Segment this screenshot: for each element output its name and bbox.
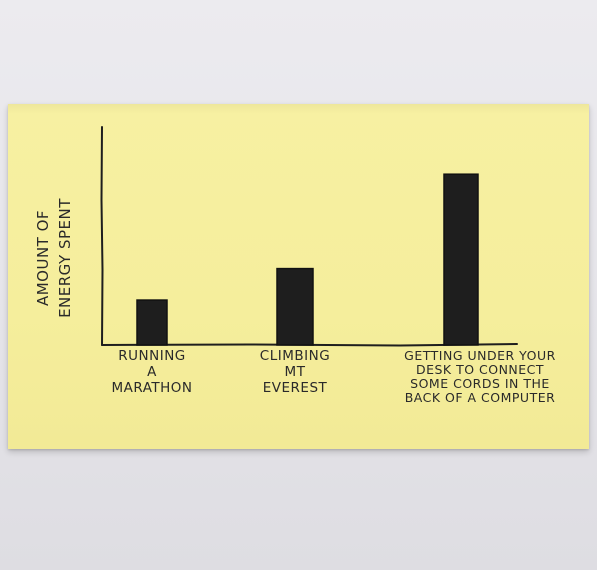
x-tick-label-line: GETTING UNDER YOUR: [404, 348, 556, 363]
x-tick-label-line: MT: [285, 364, 306, 380]
bar-2: [276, 267, 314, 346]
x-tick-label-line: BACK OF A COMPUTER: [405, 390, 556, 405]
x-tick-label-line: A: [147, 364, 157, 380]
x-tick-label-line: DESK TO CONNECT: [416, 362, 544, 377]
bar-1: [136, 299, 168, 346]
bar-3: [443, 173, 479, 346]
y-axis-label: AMOUNT OF ENERGY SPENT: [34, 198, 74, 318]
y-axis-label-line: AMOUNT OF: [34, 210, 52, 306]
x-tick-label-line: EVEREST: [263, 380, 328, 396]
bars: [136, 173, 479, 346]
x-tick-label-line: MARATHON: [111, 380, 192, 396]
y-axis-label-group: AMOUNT OF ENERGY SPENT: [34, 198, 74, 318]
y-axis-label-line: ENERGY SPENT: [56, 198, 74, 318]
y-axis: [100, 126, 104, 346]
x-tick-label-line: RUNNING: [118, 348, 186, 364]
x-tick-label-line: SOME CORDS IN THE: [410, 376, 550, 391]
x-tick-label-line: CLIMBING: [260, 348, 330, 364]
